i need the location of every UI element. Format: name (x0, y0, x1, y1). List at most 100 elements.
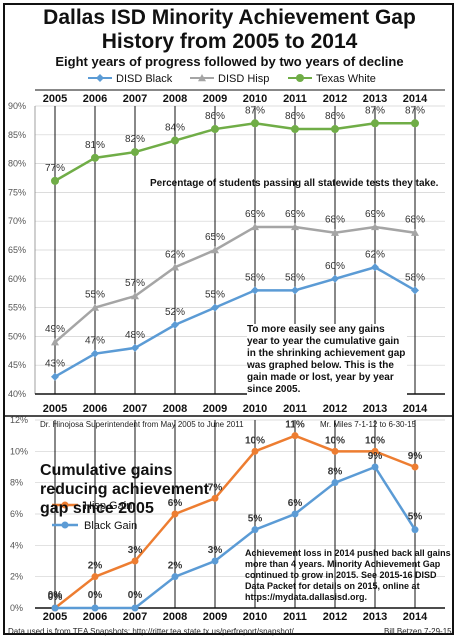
bottom-data-label-0-9: 9% (408, 451, 423, 462)
bottom-ytick-12%: 12% (10, 415, 28, 425)
bottom-data-label-1-5: 5% (248, 514, 263, 525)
bottom-data-label-1-3: 2% (168, 561, 183, 572)
top-point-2-3 (171, 136, 179, 145)
bottom-legend-label-1: Black Gain (84, 520, 137, 532)
chart-title-line2: History from 2005 to 2014 (101, 30, 358, 53)
top-data-label-2-9: 87% (405, 105, 425, 116)
top-data-label-0-2: 48% (125, 330, 145, 341)
top-data-label-2-3: 84% (165, 123, 185, 134)
top-data-label-1-5: 69% (245, 209, 265, 220)
bottom-ytick-8%: 8% (10, 478, 23, 488)
top-ytick-90%: 90% (8, 101, 26, 111)
bottom-point-1-0 (51, 604, 59, 612)
bottom-x-label-2005: 2005 (43, 611, 67, 623)
bottom-data-label-1-4: 3% (208, 545, 223, 556)
top-ytick-75%: 75% (8, 187, 26, 197)
top-point-1-4 (211, 246, 219, 254)
top-point-2-9 (411, 119, 419, 128)
top-ytick-45%: 45% (8, 360, 26, 370)
bottom-data-label-0-7: 10% (325, 435, 345, 446)
bottom-data-label-1-1: 0% (88, 590, 103, 601)
top-point-1-1 (91, 303, 99, 311)
bottom-legend-marker-1 (61, 521, 69, 529)
top-point-0-5 (251, 286, 259, 295)
bottom-chart-title: Cumulative gains reducing achievement ga… (40, 462, 209, 517)
top-point-0-7 (331, 274, 339, 283)
bottom-point-0-4 (211, 494, 219, 502)
chart-subtitle: Eight years of progress followed by two … (55, 54, 404, 69)
top-ytick-85%: 85% (8, 130, 26, 140)
top-data-label-2-2: 82% (125, 134, 145, 145)
top-data-label-0-0: 43% (45, 359, 65, 370)
bottom-data-label-1-6: 6% (288, 498, 303, 509)
top-point-2-1 (91, 153, 99, 162)
top-ytick-70%: 70% (8, 216, 26, 226)
bottom-series-line-0 (54, 434, 416, 609)
top-point-0-1 (91, 349, 99, 358)
legend-label-1: DISD Hisp (218, 73, 269, 85)
bottom-data-label-0-1: 2% (88, 561, 103, 572)
top-point-0-4 (211, 303, 219, 312)
bottom-data-label-1-2: 0% (128, 590, 143, 601)
bottom-point-0-3 (171, 510, 179, 518)
top-point-1-8 (371, 222, 379, 231)
legend-label-0: DISD Black (116, 73, 173, 85)
bottom-ytick-10%: 10% (10, 446, 28, 456)
top-ytick-55%: 55% (8, 303, 26, 313)
bottom-x-label-2011: 2011 (283, 611, 307, 623)
top-year-label-2007: 2007 (123, 93, 147, 105)
top-data-label-0-6: 58% (285, 272, 305, 283)
top-data-label-2-8: 87% (365, 105, 385, 116)
chart-frame (3, 3, 454, 635)
top-data-label-1-1: 55% (85, 290, 105, 301)
top-point-0-3 (171, 320, 179, 329)
top-year-label-2008: 2008 (163, 93, 187, 105)
bottom-data-label-1-7: 8% (328, 467, 343, 478)
top-ytick-60%: 60% (8, 274, 26, 284)
top-data-label-0-7: 60% (325, 261, 345, 272)
bottom-point-1-3 (171, 573, 179, 581)
top-year-label-2013: 2013 (363, 93, 387, 105)
top-point-0-0 (51, 372, 59, 381)
bottom-chart-note: Achievement loss in 2014 pushed back all… (245, 548, 451, 602)
bottom-point-0-7 (331, 447, 339, 455)
top-x-label-2005: 2005 (43, 403, 67, 415)
top-chart-note: To more easily see any gains year to yea… (247, 324, 407, 396)
legend-label-2: Texas White (316, 73, 376, 85)
bottom-x-label-2006: 2006 (83, 611, 107, 623)
top-data-label-0-4: 55% (205, 290, 225, 301)
top-point-2-2 (131, 148, 139, 157)
bottom-x-label-2013: 2013 (363, 611, 387, 623)
top-year-label-2011: 2011 (283, 93, 307, 105)
top-data-label-1-7: 68% (325, 215, 345, 226)
bottom-data-label-1-0: 0% (48, 590, 63, 601)
bottom-x-label-2012: 2012 (323, 611, 347, 623)
bottom-x-label-2014: 2014 (403, 611, 428, 623)
top-data-label-2-1: 81% (85, 140, 105, 151)
legend-marker-2 (296, 74, 304, 82)
bottom-x-label-2008: 2008 (163, 611, 187, 623)
top-point-2-8 (371, 119, 379, 128)
top-data-label-2-0: 77% (45, 163, 65, 174)
top-year-label-2012: 2012 (323, 93, 347, 105)
top-data-label-1-8: 69% (365, 209, 385, 220)
top-x-label-2007: 2007 (123, 403, 147, 415)
top-data-label-1-9: 68% (405, 215, 425, 226)
top-series-line-2 (54, 122, 415, 182)
top-ytick-80%: 80% (8, 159, 26, 169)
top-x-label-2010: 2010 (243, 403, 267, 415)
bottom-point-1-4 (211, 557, 219, 565)
top-data-label-1-4: 65% (205, 232, 225, 243)
top-ytick-40%: 40% (8, 389, 26, 399)
top-ytick-50%: 50% (8, 331, 26, 341)
top-data-label-2-7: 86% (325, 111, 345, 122)
top-data-label-1-6: 69% (285, 209, 305, 220)
top-point-2-7 (331, 125, 339, 134)
top-point-0-9 (411, 286, 419, 295)
top-year-label-2014: 2014 (403, 93, 428, 105)
bottom-point-1-9 (411, 526, 419, 534)
top-point-2-6 (291, 125, 299, 134)
bottom-ytick-2%: 2% (10, 572, 23, 582)
top-chart-annotation: Percentage of students passing all state… (150, 178, 439, 189)
top-x-label-2014: 2014 (403, 403, 428, 415)
